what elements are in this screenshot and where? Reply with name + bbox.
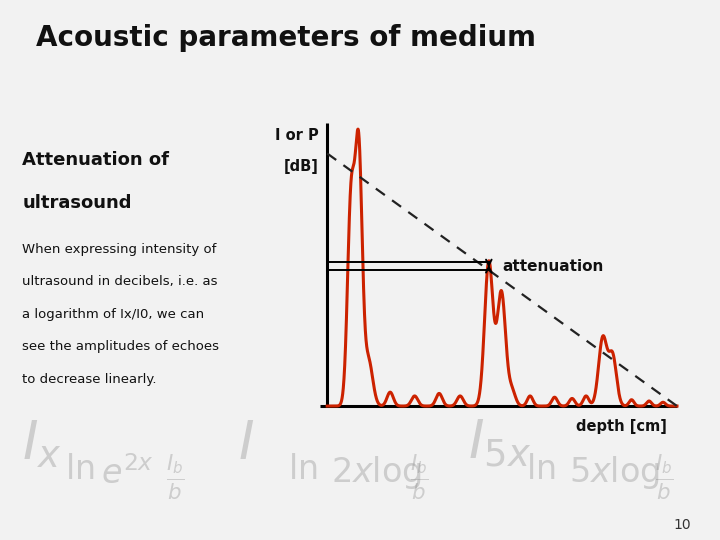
Text: attenuation: attenuation bbox=[503, 259, 604, 274]
Text: ultrasound: ultrasound bbox=[22, 194, 132, 212]
Text: to decrease linearly.: to decrease linearly. bbox=[22, 373, 157, 386]
Text: I or P: I or P bbox=[275, 128, 318, 143]
Text: $\ln$: $\ln$ bbox=[288, 454, 318, 486]
Text: $2x\log$: $2x\log$ bbox=[331, 454, 422, 491]
Text: ultrasound in decibels, i.e. as: ultrasound in decibels, i.e. as bbox=[22, 275, 217, 288]
Text: a logarithm of Ix/I0, we can: a logarithm of Ix/I0, we can bbox=[22, 308, 204, 321]
Text: $I_x$: $I_x$ bbox=[22, 418, 61, 470]
Text: $\frac{I_b}{b}$: $\frac{I_b}{b}$ bbox=[655, 453, 674, 502]
Text: [dB]: [dB] bbox=[284, 159, 318, 173]
Text: $I_{5x}$: $I_{5x}$ bbox=[468, 418, 531, 470]
Text: $e^{2x}$: $e^{2x}$ bbox=[101, 457, 154, 491]
Text: $I$: $I$ bbox=[238, 419, 253, 470]
Text: When expressing intensity of: When expressing intensity of bbox=[22, 243, 217, 256]
Text: Acoustic parameters of medium: Acoustic parameters of medium bbox=[36, 24, 536, 52]
Text: Attenuation of: Attenuation of bbox=[22, 151, 169, 169]
Text: depth [cm]: depth [cm] bbox=[575, 418, 667, 434]
Text: $5x\log$: $5x\log$ bbox=[569, 454, 660, 491]
Text: $\frac{I_b}{b}$: $\frac{I_b}{b}$ bbox=[410, 453, 429, 502]
Text: $\ln$: $\ln$ bbox=[65, 454, 94, 486]
Text: $\ln$: $\ln$ bbox=[526, 454, 555, 486]
Text: see the amplitudes of echoes: see the amplitudes of echoes bbox=[22, 340, 219, 353]
Text: 10: 10 bbox=[674, 518, 691, 532]
Text: $\frac{I_b}{b}$: $\frac{I_b}{b}$ bbox=[166, 453, 184, 502]
